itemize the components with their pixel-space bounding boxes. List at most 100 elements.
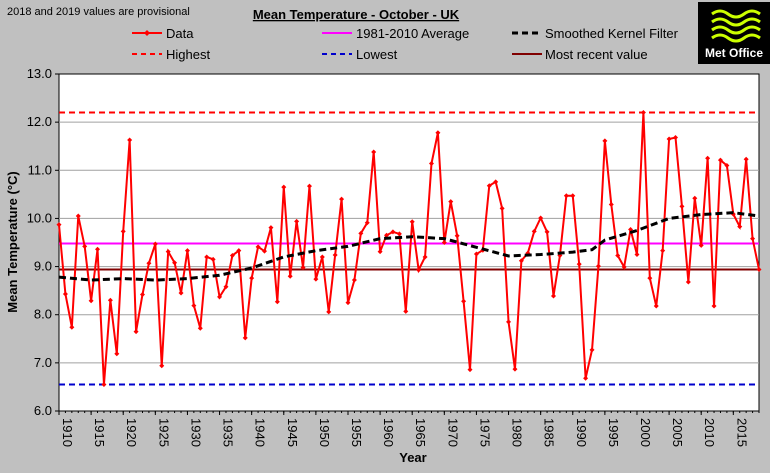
data-point xyxy=(640,110,646,116)
data-point xyxy=(223,284,229,290)
data-point xyxy=(217,294,223,300)
series xyxy=(56,110,762,388)
data-point xyxy=(204,254,210,260)
data-point xyxy=(756,266,762,272)
data-point xyxy=(326,309,332,315)
x-tick-label: 2005 xyxy=(670,418,685,447)
legend-label-highest: Highest xyxy=(166,47,210,62)
data-point xyxy=(467,367,473,373)
data-point xyxy=(281,184,287,190)
data-point xyxy=(345,300,351,306)
x-tick-label: 1945 xyxy=(285,418,300,447)
data-point xyxy=(743,156,749,162)
met-office-wave-icon xyxy=(711,9,761,43)
data-point xyxy=(679,203,685,209)
data-point xyxy=(146,260,152,266)
data-point xyxy=(473,251,479,257)
legend-label-smoothed: Smoothed Kernel Filter xyxy=(545,26,679,41)
data-point xyxy=(685,279,691,285)
data-point xyxy=(287,273,293,279)
data-point xyxy=(595,263,601,269)
data-point xyxy=(306,183,312,189)
legend: Data 1981-2010 Average Smoothed Kernel F… xyxy=(132,26,679,62)
data-point xyxy=(396,231,402,237)
legend-item-smoothed: Smoothed Kernel Filter xyxy=(512,26,679,41)
provisional-note: 2018 and 2019 values are provisional xyxy=(7,6,190,18)
data-point xyxy=(300,265,306,271)
legend-item-lowest: Lowest xyxy=(322,47,398,62)
data-point xyxy=(127,137,133,143)
data-point xyxy=(197,325,203,331)
y-tick-label: 10.0 xyxy=(27,210,52,225)
data-point xyxy=(416,267,422,273)
data-point xyxy=(313,276,319,282)
data-point xyxy=(82,243,88,249)
data-point xyxy=(294,218,300,224)
data-point xyxy=(570,193,576,199)
data-line xyxy=(58,112,760,385)
chart-title: Mean Temperature - October - UK xyxy=(253,7,460,22)
data-point xyxy=(717,157,723,163)
data-point xyxy=(531,228,537,234)
data-point xyxy=(647,275,653,281)
data-point xyxy=(262,248,268,254)
data-point xyxy=(634,252,640,258)
data-point xyxy=(172,260,178,266)
x-tick-label: 2015 xyxy=(734,418,749,447)
data-point xyxy=(139,291,145,297)
data-point xyxy=(358,230,364,236)
data-point xyxy=(178,290,184,296)
data-point xyxy=(351,277,357,283)
data-point xyxy=(698,242,704,248)
data-point xyxy=(660,248,666,254)
x-tick-label: 2010 xyxy=(702,418,717,447)
data-point xyxy=(114,351,120,357)
y-tick-label: 11.0 xyxy=(28,162,52,177)
data-point xyxy=(319,254,325,260)
x-tick-label: 1910 xyxy=(60,418,75,447)
x-axis-title: Year xyxy=(399,450,426,465)
data-point xyxy=(120,228,126,234)
logo-text: Met Office xyxy=(705,46,763,60)
data-point xyxy=(101,382,107,388)
data-point xyxy=(62,291,68,297)
data-point xyxy=(653,303,659,309)
x-tick-label: 1935 xyxy=(221,418,236,447)
x-tick-label: 1990 xyxy=(574,418,589,447)
data-point xyxy=(576,261,582,267)
data-point xyxy=(666,136,672,142)
data-point xyxy=(191,303,197,309)
x-tick-label: 2000 xyxy=(638,418,653,447)
y-axis-title: Mean Temperature (°C) xyxy=(5,171,20,312)
data-point xyxy=(88,298,94,304)
data-point xyxy=(499,205,505,211)
data-point xyxy=(403,308,409,314)
data-point xyxy=(512,366,518,372)
data-point xyxy=(589,347,595,353)
data-point xyxy=(608,201,614,207)
x-tick-label: 1975 xyxy=(477,418,492,447)
x-tick-label: 1970 xyxy=(445,418,460,447)
legend-item-average: 1981-2010 Average xyxy=(322,26,469,41)
data-point xyxy=(486,183,492,189)
data-point xyxy=(75,213,81,219)
legend-marker-data xyxy=(144,30,150,36)
y-tick-label: 8.0 xyxy=(34,307,52,322)
legend-label-data: Data xyxy=(166,26,194,41)
data-point xyxy=(737,224,743,230)
y-tick-label: 6.0 xyxy=(34,403,52,418)
legend-label-lowest: Lowest xyxy=(356,47,398,62)
x-tick-label: 1925 xyxy=(156,418,171,447)
data-point xyxy=(364,220,370,226)
data-point xyxy=(390,229,396,235)
data-point xyxy=(673,135,679,141)
x-tick-label: 1980 xyxy=(510,418,525,447)
x-tick-label: 1950 xyxy=(317,418,332,447)
y-axis-ticks: 6.0 7.0 8.0 9.0 10.0 11.0 12.0 13.0 xyxy=(27,66,59,418)
data-point xyxy=(339,196,345,202)
data-point xyxy=(384,232,390,238)
data-point xyxy=(441,240,447,245)
data-point xyxy=(371,149,377,155)
data-point xyxy=(538,215,544,221)
